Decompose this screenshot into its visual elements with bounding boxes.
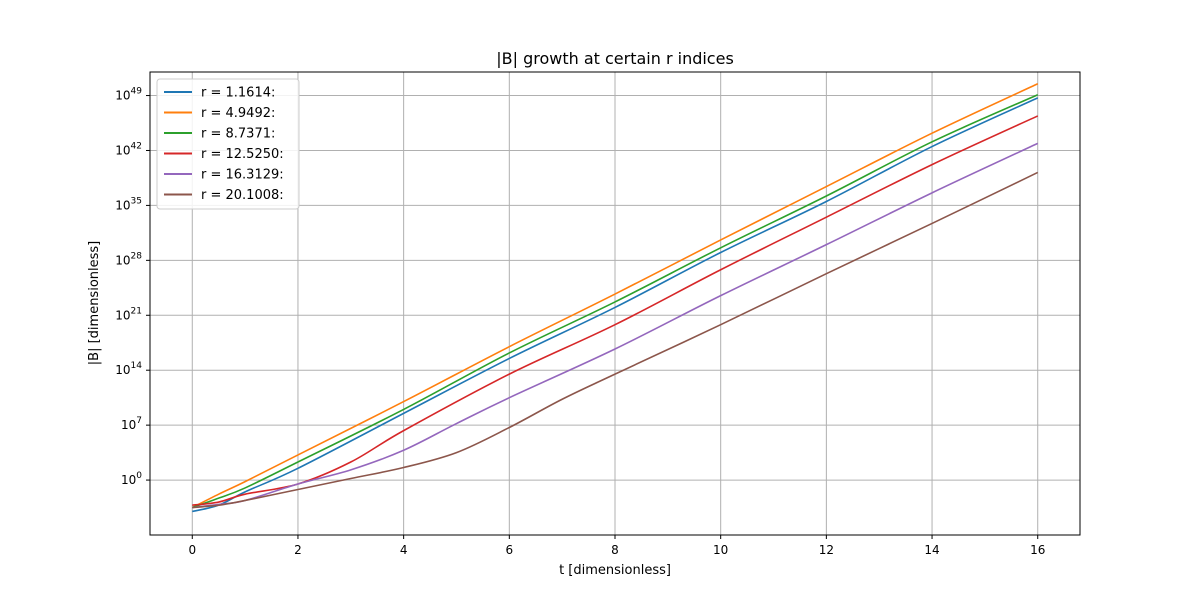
- x-tick-label: 6: [505, 543, 513, 557]
- x-tick-label: 10: [713, 543, 728, 557]
- y-tick-label: 1042: [115, 141, 142, 157]
- legend-label: r = 12.5250:: [201, 147, 284, 162]
- x-axis-ticks: 0 2 4 6 8 10 12 14 16: [188, 535, 1045, 557]
- y-axis-label: |B| [dimensionless]: [87, 241, 102, 365]
- data-series: [191, 83, 1039, 513]
- x-tick-label: 4: [400, 543, 408, 557]
- y-tick-label: 107: [121, 416, 142, 432]
- x-tick-label: 2: [294, 543, 302, 557]
- x-tick-label: 14: [924, 543, 939, 557]
- legend-label: r = 4.9492:: [201, 106, 275, 121]
- series-line-4: [192, 115, 1039, 506]
- y-tick-label: 1049: [115, 87, 142, 103]
- legend-label: r = 16.3129:: [201, 168, 284, 183]
- chart-title: |B| growth at certain r indices: [496, 49, 734, 68]
- y-tick-label: 1028: [115, 251, 142, 267]
- legend-label: r = 1.1614:: [201, 86, 275, 101]
- x-tick-label: 0: [188, 543, 196, 557]
- series-line-3: [192, 94, 1039, 509]
- x-tick-label: 16: [1030, 543, 1045, 557]
- y-tick-label: 1035: [115, 196, 142, 212]
- series-line-2: [191, 83, 1039, 509]
- y-tick-label: 100: [121, 471, 142, 487]
- legend: r = 1.1614: r = 4.9492: r = 8.7371: r = 12.…: [156, 78, 300, 210]
- legend-label: r = 8.7371:: [201, 127, 275, 142]
- x-axis-label: t [dimensionless]: [559, 563, 671, 578]
- y-axis-ticks: 100 107 1014 1021 1028 1035 1042 1049: [115, 87, 150, 487]
- x-tick-label: 12: [819, 543, 834, 557]
- series-line-6: [192, 171, 1039, 509]
- y-tick-label: 1014: [115, 361, 142, 377]
- legend-box: [156, 78, 300, 210]
- legend-label: r = 20.1008:: [201, 188, 284, 203]
- y-tick-label: 1021: [115, 306, 142, 322]
- x-tick-label: 8: [611, 543, 619, 557]
- grid-lines: [150, 72, 1080, 535]
- series-line-1: [192, 97, 1039, 513]
